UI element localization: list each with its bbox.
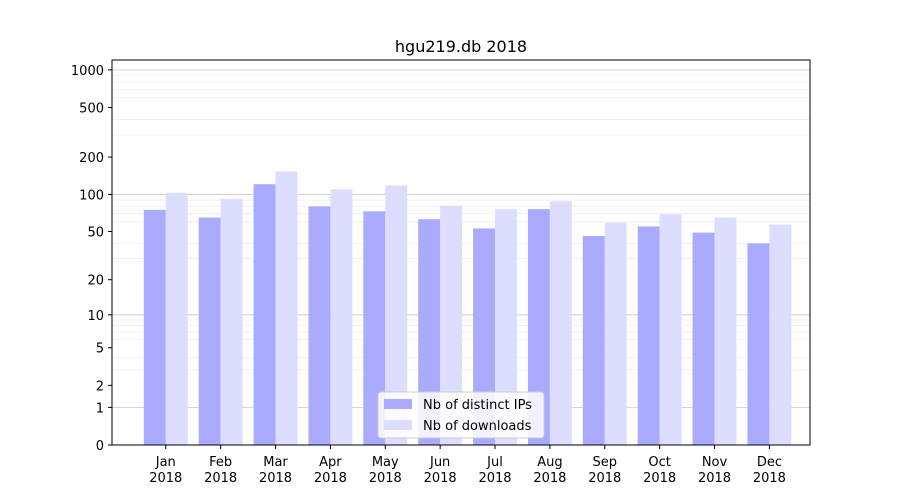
bar-distinct-ips bbox=[747, 243, 770, 445]
x-tick-label-month: Dec bbox=[757, 455, 782, 470]
bar-downloads bbox=[769, 224, 792, 445]
x-tick-label-month: Mar bbox=[263, 455, 288, 470]
x-tick-label-year: 2018 bbox=[259, 471, 292, 486]
x-tick-label-year: 2018 bbox=[314, 471, 347, 486]
x-tick-label-year: 2018 bbox=[643, 471, 676, 486]
y-tick-label: 1 bbox=[96, 401, 104, 416]
bar-downloads bbox=[659, 214, 682, 445]
bar-distinct-ips bbox=[692, 232, 715, 445]
bar-downloads bbox=[440, 205, 463, 445]
y-tick-label: 50 bbox=[87, 226, 104, 241]
x-tick-label-month: Oct bbox=[648, 455, 670, 470]
y-tick-label: 100 bbox=[79, 188, 104, 203]
bar-downloads bbox=[385, 185, 408, 445]
bars bbox=[143, 171, 792, 445]
y-tick-label: 1000 bbox=[71, 64, 104, 79]
bar-distinct-ips bbox=[308, 206, 331, 445]
bar-downloads bbox=[604, 222, 627, 445]
bar-downloads bbox=[714, 217, 737, 445]
legend: Nb of distinct IPs Nb of downloads bbox=[377, 391, 545, 439]
bar-distinct-ips bbox=[582, 235, 605, 445]
x-tick-label-year: 2018 bbox=[204, 471, 237, 486]
legend-label-downloads: Nb of downloads bbox=[423, 419, 532, 434]
x-tick-label-month: Sep bbox=[593, 455, 618, 470]
x-tick-label-year: 2018 bbox=[588, 471, 621, 486]
x-tick-label-month: Nov bbox=[702, 455, 728, 470]
x-tick-label-year: 2018 bbox=[369, 471, 402, 486]
y-tick-label: 20 bbox=[87, 274, 104, 289]
legend-swatch-distinct-ips bbox=[384, 399, 412, 409]
x-tick-label-year: 2018 bbox=[753, 471, 786, 486]
y-axis: 0 1 2 5 10 20 50 100 200 500 1000 bbox=[71, 64, 112, 454]
x-tick-label-month: Jun bbox=[429, 455, 450, 470]
legend-label-distinct-ips: Nb of distinct IPs bbox=[423, 398, 532, 413]
x-tick-label-month: Aug bbox=[537, 455, 562, 470]
x-tick-label-year: 2018 bbox=[698, 471, 731, 486]
bar-distinct-ips bbox=[198, 217, 221, 445]
bar-distinct-ips bbox=[253, 184, 276, 445]
x-tick-label-month: Jul bbox=[486, 455, 503, 470]
bar-downloads bbox=[330, 189, 353, 445]
y-tick-label: 200 bbox=[79, 151, 104, 166]
bar-distinct-ips bbox=[363, 211, 386, 445]
bar-distinct-ips bbox=[143, 209, 166, 445]
y-tick-label: 10 bbox=[87, 309, 104, 324]
legend-swatch-downloads bbox=[384, 420, 412, 430]
x-tick-label-month: Jan bbox=[155, 455, 176, 470]
x-tick-label-month: Apr bbox=[319, 455, 342, 470]
y-tick-label: 500 bbox=[79, 101, 104, 116]
x-tick-label-year: 2018 bbox=[424, 471, 457, 486]
x-tick-label-month: May bbox=[372, 455, 399, 470]
bar-distinct-ips bbox=[418, 219, 441, 445]
y-tick-label: 5 bbox=[96, 342, 104, 357]
bar-downloads bbox=[220, 198, 243, 445]
y-tick-label: 0 bbox=[96, 439, 104, 454]
chart-title: hgu219.db 2018 bbox=[395, 37, 527, 56]
bar-distinct-ips bbox=[637, 226, 660, 445]
bar-distinct-ips bbox=[473, 228, 496, 445]
bar-downloads bbox=[275, 171, 298, 445]
bar-downloads bbox=[165, 192, 188, 445]
y-tick-label: 2 bbox=[96, 379, 104, 394]
x-tick-label-year: 2018 bbox=[478, 471, 511, 486]
legend-box bbox=[377, 391, 545, 439]
plot-frame bbox=[111, 59, 811, 446]
x-tick-label-year: 2018 bbox=[533, 471, 566, 486]
x-tick-label-month: Feb bbox=[209, 455, 232, 470]
x-axis: Jan2018Feb2018Mar2018Apr2018May2018Jun20… bbox=[149, 445, 786, 486]
bar-downloads bbox=[549, 201, 572, 445]
x-tick-label-year: 2018 bbox=[149, 471, 182, 486]
bar-distinct-ips bbox=[527, 209, 550, 445]
bar-downloads bbox=[495, 209, 517, 445]
